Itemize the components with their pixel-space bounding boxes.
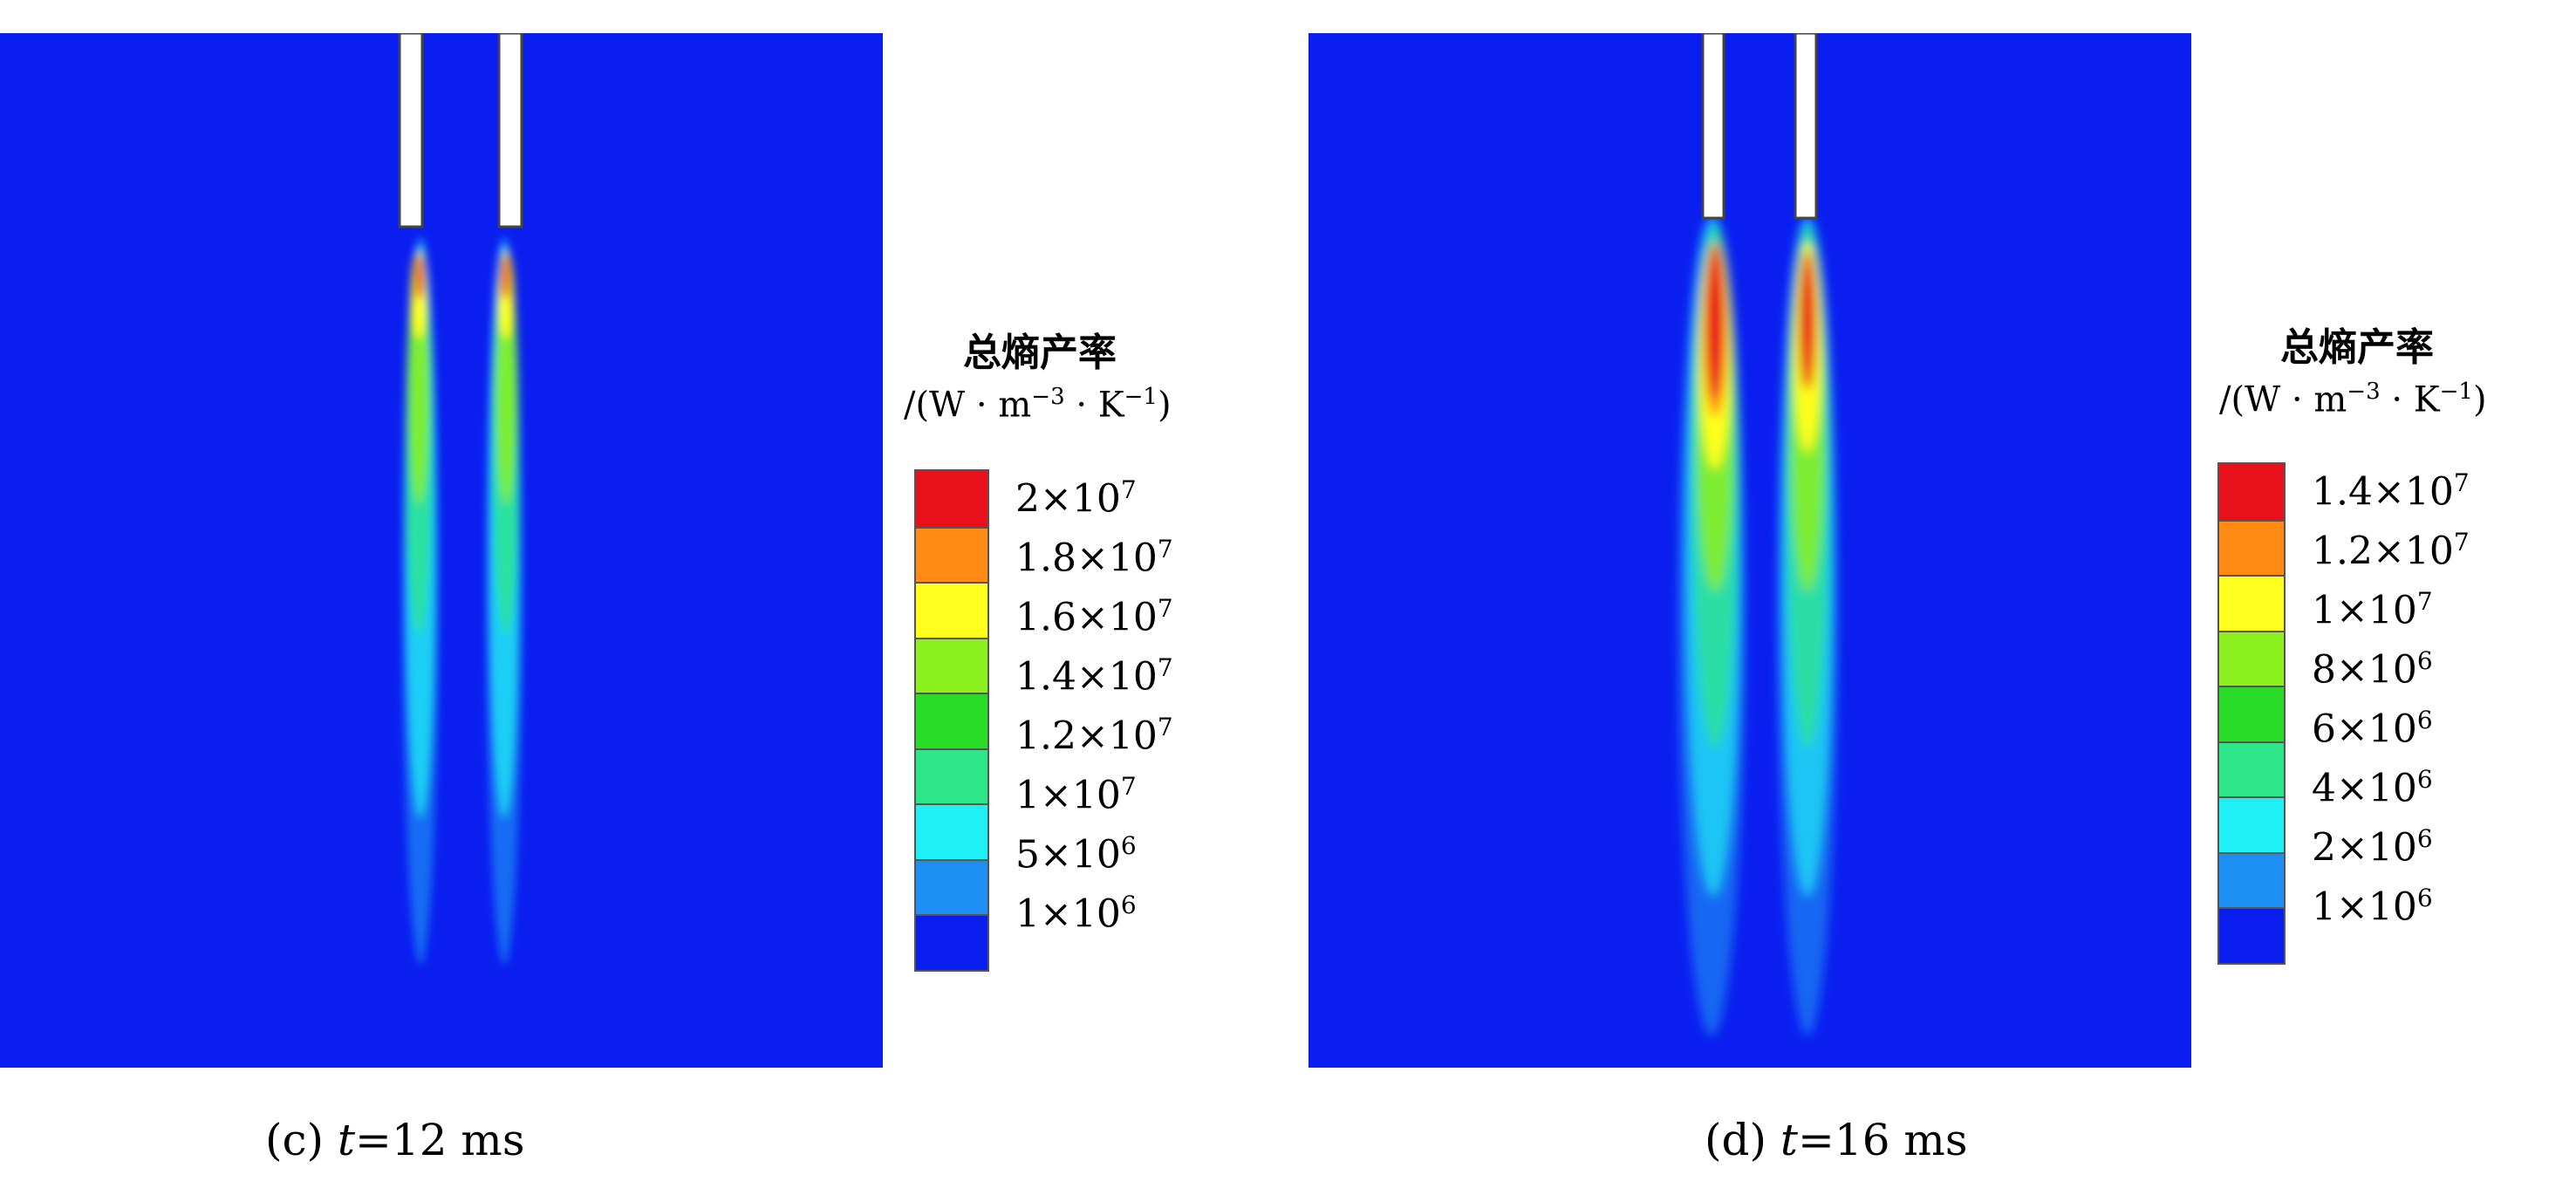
colorbar-swatch	[2219, 519, 2284, 576]
colorbar-swatch	[2219, 464, 2284, 520]
colorbar-swatch	[2219, 741, 2284, 797]
jet-plume-right	[487, 236, 522, 965]
colorbar-label: 1.4×107	[2312, 468, 2470, 515]
legend-title: 总熵产率	[963, 331, 1117, 375]
nozzle-right	[497, 33, 523, 229]
colorbar-label: 1×107	[2312, 587, 2433, 633]
domain-background	[1308, 33, 2191, 1068]
domain-background	[0, 33, 883, 1068]
colorbar-swatch	[916, 803, 987, 859]
colorbar-label: 1.8×107	[1015, 535, 1173, 581]
panel-caption: (c) t=12 ms	[265, 1115, 525, 1165]
colorbar-label: 1.2×107	[2312, 528, 2470, 574]
colorbar-label: 1×106	[1015, 891, 1137, 937]
colorbar-label: 2×106	[2312, 824, 2433, 871]
colorbar-label: 1.6×107	[1015, 594, 1173, 640]
colorbar	[2217, 462, 2286, 965]
colorbar	[914, 469, 989, 972]
colorbar-label: 8×106	[2312, 646, 2433, 693]
colorbar-swatch	[916, 637, 987, 693]
legend-title: 总熵产率	[2280, 325, 2434, 370]
colorbar-swatch	[916, 858, 987, 915]
colorbar-label: 1×107	[1015, 772, 1137, 818]
colorbar-label: 4×106	[2312, 765, 2433, 811]
nozzle-right	[1794, 33, 1818, 220]
colorbar-swatch	[2219, 686, 2284, 741]
colorbar-label: 1×106	[2312, 884, 2433, 930]
colorbar-swatch	[916, 471, 987, 527]
legend-unit: /(W · m−3 · K−1)	[904, 384, 1172, 426]
jet-plume-left	[403, 236, 438, 965]
colorbar-swatch	[916, 526, 987, 583]
contour-plot-d	[1308, 33, 2191, 1068]
colorbar-swatch	[2219, 630, 2284, 686]
panel-caption: (d) t=16 ms	[1705, 1115, 1968, 1165]
colorbar-swatch	[916, 693, 987, 748]
colorbar-label: 6×106	[2312, 706, 2433, 752]
colorbar-label: 2×107	[1015, 475, 1137, 522]
colorbar-swatch	[916, 582, 987, 638]
colorbar-label: 1.2×107	[1015, 713, 1173, 759]
colorbar-swatch	[2219, 907, 2284, 963]
colorbar-swatch	[2219, 796, 2284, 852]
panel-d: 总熵产率 /(W · m−3 · K−1) 1.4×107 1.2×107 1×…	[1288, 0, 2576, 1195]
legend-unit: /(W · m−3 · K−1)	[2219, 379, 2487, 420]
nozzle-left	[398, 33, 424, 229]
panel-c: 总熵产率 /(W · m−3 · K−1) 2×107 1.8×107 1.6×…	[0, 33, 1173, 1165]
jet-plume-left	[1678, 216, 1745, 1036]
jet-plume-right	[1778, 216, 1837, 1036]
colorbar-swatch	[2219, 575, 2284, 631]
colorbar-label: 1.4×107	[1015, 653, 1173, 700]
nozzle-left	[1701, 33, 1725, 220]
colorbar-swatch	[2219, 851, 2284, 908]
colorbar-swatch	[916, 914, 987, 970]
colorbar-swatch	[916, 748, 987, 804]
colorbar-label: 5×106	[1015, 831, 1137, 877]
contour-plot-c	[0, 33, 883, 1068]
